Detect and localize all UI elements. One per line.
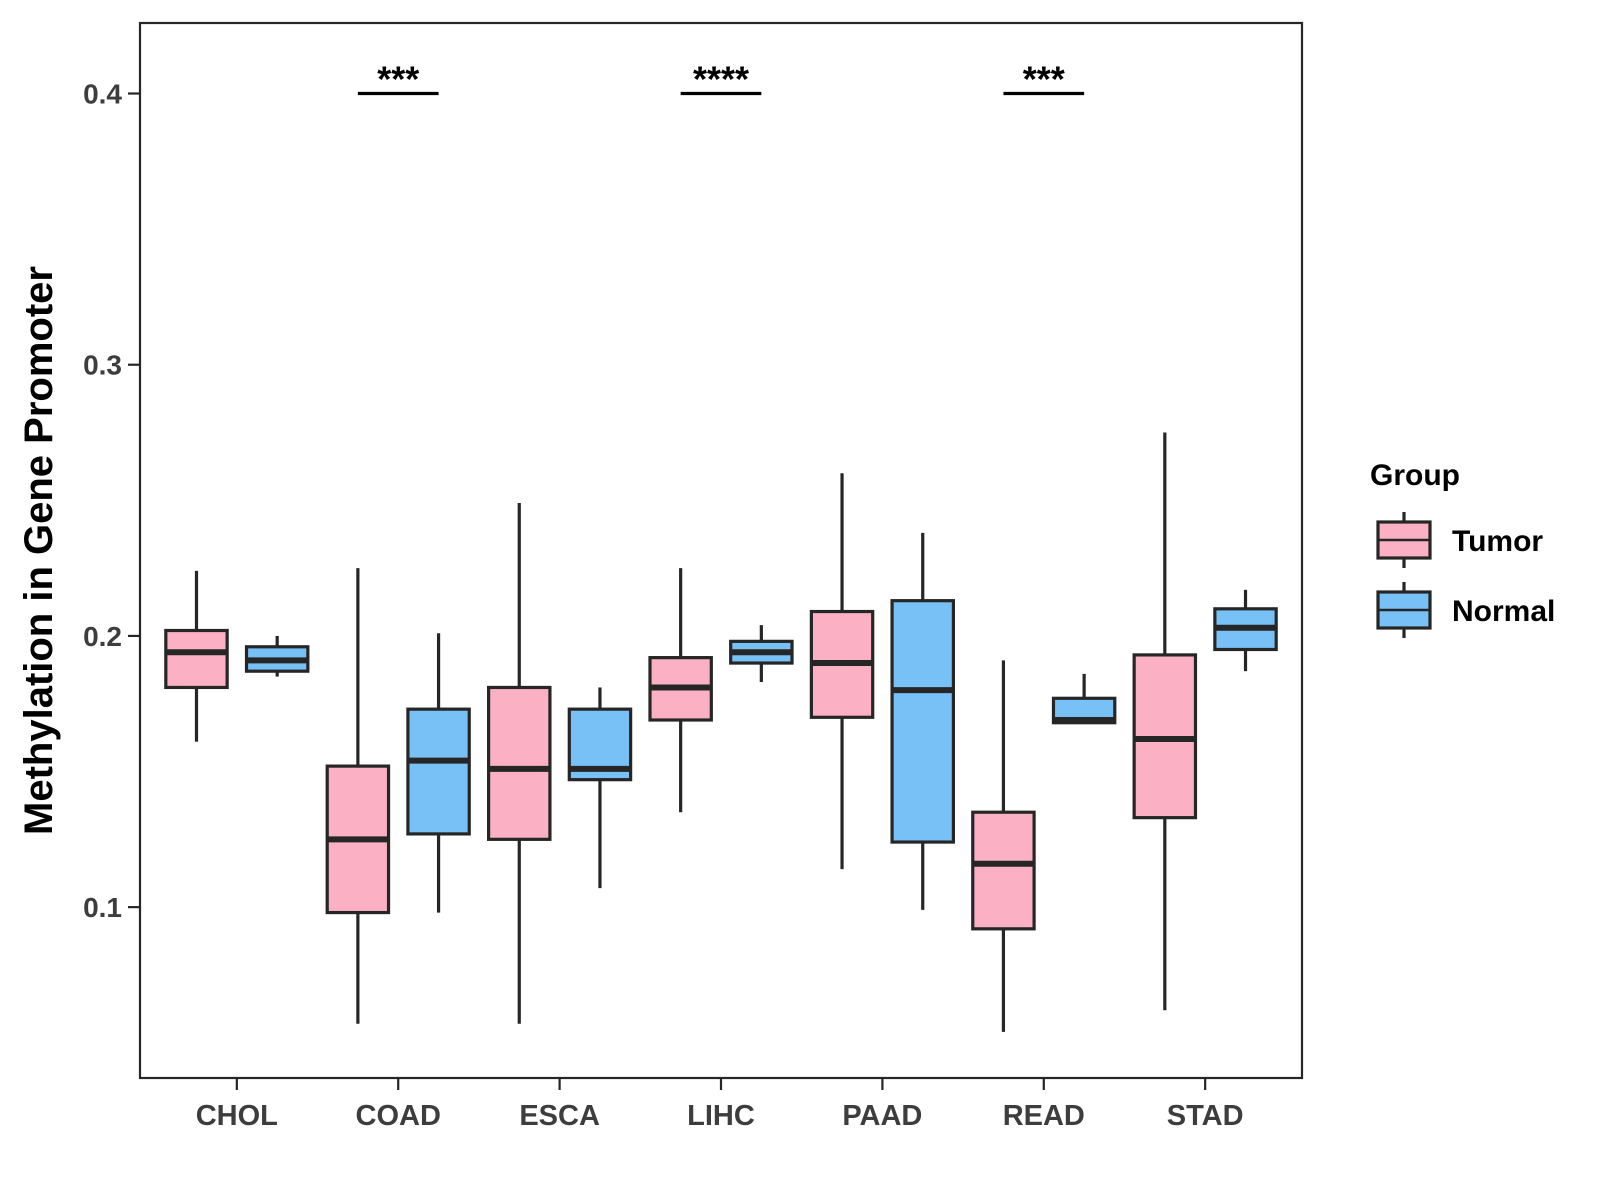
chart-axes: 0.1 0.2 0.3 0.4 CHOL COAD ESCA LIHC PAAD READ STAD… xyxy=(17,21,1304,1132)
box-body xyxy=(890,599,955,844)
significance-label-coad: *** xyxy=(377,59,419,100)
x-tick-label-paad: PAAD xyxy=(842,1100,922,1132)
y-tick-label: 0.3 xyxy=(83,350,122,381)
legend-key-normal xyxy=(1376,582,1432,638)
x-tick-label-stad: STAD xyxy=(1167,1100,1244,1132)
box-tumor-coad xyxy=(325,568,391,1024)
legend-label-tumor: Tumor xyxy=(1452,525,1543,558)
box-normal-stad xyxy=(1213,589,1278,672)
box-body xyxy=(164,628,229,690)
box-normal-esca xyxy=(567,687,633,889)
legend: Group Tumor Normal xyxy=(1370,459,1555,638)
box-tumor-stad xyxy=(1132,432,1198,1011)
box-normal-paad xyxy=(890,532,955,910)
box-tumor-read xyxy=(971,660,1036,1032)
x-tick-label-chol: CHOL xyxy=(196,1100,278,1132)
box-normal-chol xyxy=(244,635,310,677)
box-body xyxy=(971,810,1036,931)
legend-label-normal: Normal xyxy=(1452,595,1555,628)
x-tick-label-coad: COAD xyxy=(356,1100,441,1132)
y-tick-label: 0.4 xyxy=(83,79,122,110)
box-body xyxy=(487,685,552,841)
x-tick-label-esca: ESCA xyxy=(519,1100,600,1132)
significance-label-lihc: **** xyxy=(693,59,749,100)
chart-marks: *** **** *** xyxy=(164,59,1278,1032)
box-tumor-lihc xyxy=(648,568,713,813)
box-tumor-paad xyxy=(809,473,875,870)
x-tick-label-lihc: LIHC xyxy=(687,1100,755,1132)
box-normal-lihc xyxy=(729,625,794,683)
y-tick-label: 0.2 xyxy=(83,621,122,652)
legend-title: Group xyxy=(1370,459,1460,492)
y-tick-label: 0.1 xyxy=(83,892,122,923)
x-tick-label-read: READ xyxy=(1003,1100,1085,1132)
box-normal-coad xyxy=(406,633,471,913)
box-tumor-chol xyxy=(164,570,229,742)
box-body xyxy=(406,707,471,836)
box-tumor-esca xyxy=(487,503,552,1024)
box-normal-read xyxy=(1051,673,1117,725)
legend-key-tumor xyxy=(1376,512,1432,568)
y-axis-title: Methylation in Gene Promoter xyxy=(17,266,61,835)
significance-label-read: *** xyxy=(1023,59,1065,100)
